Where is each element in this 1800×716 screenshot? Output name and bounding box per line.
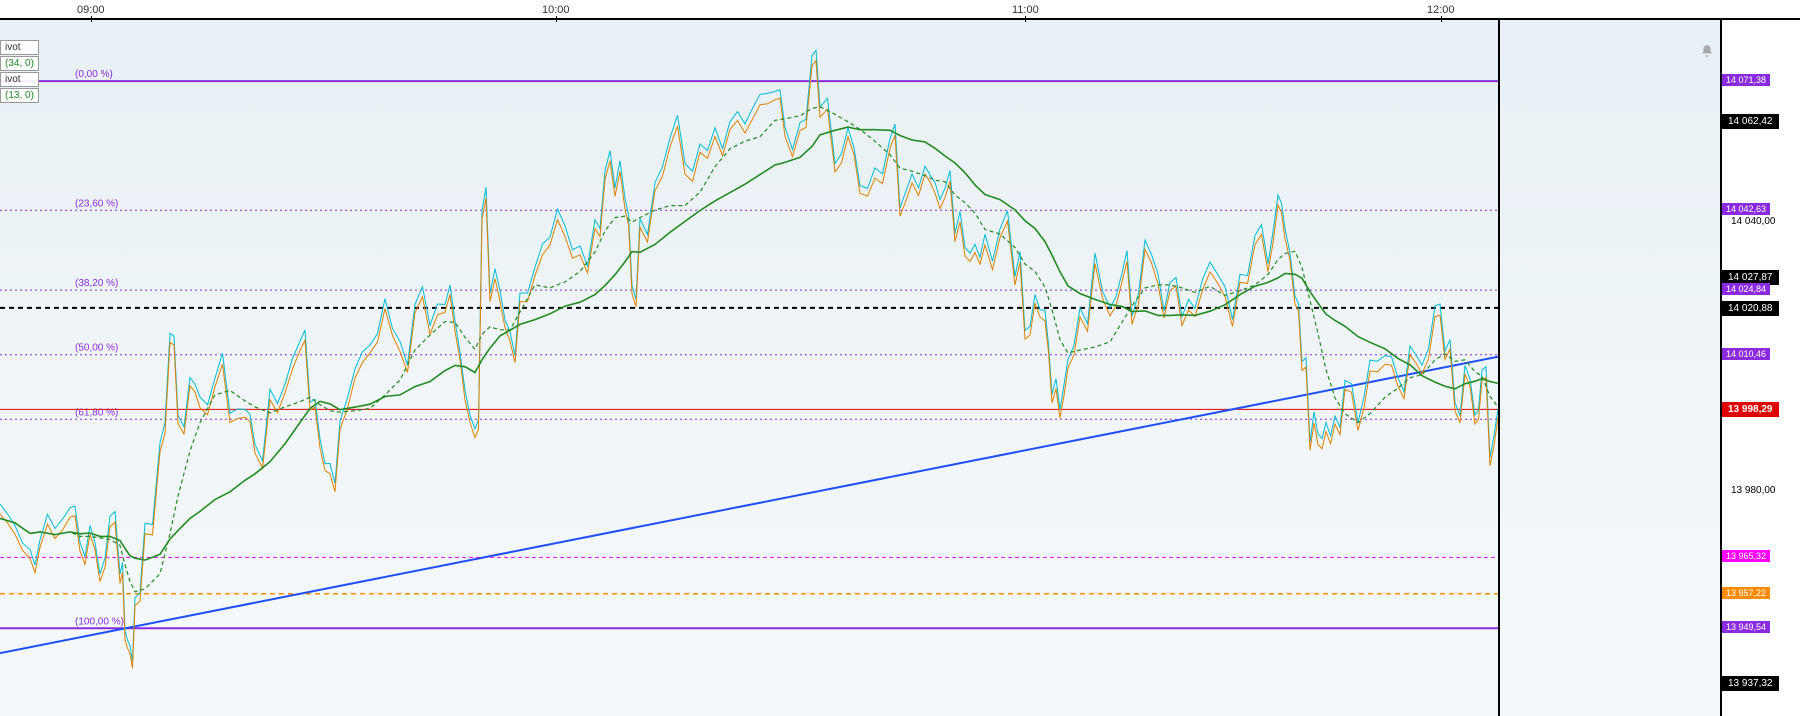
plot-right-border [1498,20,1500,716]
ask-line [0,61,1498,669]
price-label: 14 010,46 [1722,348,1770,360]
legend-item[interactable]: (13, 0) [0,88,39,103]
time-tick: 12:00 [1427,0,1455,20]
legend-item[interactable]: (34, 0) [0,56,39,71]
indicator-legend: ivot(34, 0)ivot(13, 0) [0,40,39,104]
legend-item[interactable]: ivot [0,72,39,87]
fib-label: (50,00 %) [75,343,118,354]
alert-bell-icon[interactable] [1700,44,1714,58]
price-axis[interactable]: 14 071,38 14 062,42 14 042,6314 040,00 14 0… [1720,20,1800,716]
price-label: 14 024,84 [1722,283,1770,295]
price-label: 13 937,32 [1722,676,1779,691]
fib-label: (38,20 %) [75,278,118,289]
price-label: 14 040,00 [1727,215,1780,228]
fib-label: (100,00 %) [75,616,124,627]
price-label: 14 020,88 [1722,301,1779,316]
ma-fast [0,107,1498,592]
price-label: 13 949,54 [1722,621,1770,633]
price-label: 13 957,22 [1722,587,1770,599]
price-label: 14 071,38 [1722,74,1770,86]
time-tick: 11:00 [1012,0,1039,20]
bid-line [0,50,1498,661]
fib-label: (23,60 %) [75,198,118,209]
trendline [0,357,1498,653]
legend-item[interactable]: ivot [0,40,39,55]
chart-root: 09:00 10:00 11:00 12:00 (0,00 %) (23,60 %) (3… [0,0,1800,716]
time-tick: 10:00 [542,0,570,20]
price-label: 13 998,29 [1722,402,1779,417]
ma-slow [0,127,1498,560]
price-label: 14 062,42 [1722,114,1779,129]
time-tick: 09:00 [77,0,105,20]
chart-plot-area[interactable]: (0,00 %)(23,60 %)(38,20 %)(50,00 %)(61,8… [0,20,1498,716]
time-axis: 09:00 10:00 11:00 12:00 [0,0,1800,20]
price-label: 13 965,32 [1722,550,1770,562]
fib-label: (0,00 %) [75,69,113,80]
price-label: 14 042,63 [1722,203,1770,215]
price-label: 13 980,00 [1727,484,1780,497]
